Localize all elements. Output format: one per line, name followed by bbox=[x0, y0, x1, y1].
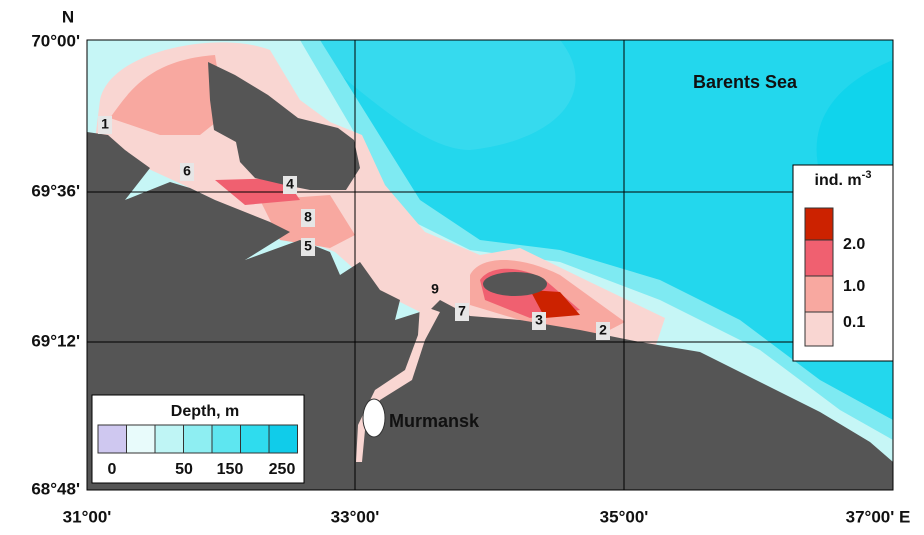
depth-swatch bbox=[211, 424, 241, 454]
station-label: 2 bbox=[599, 322, 607, 338]
murmansk-marker bbox=[362, 398, 386, 438]
stations: 1 2 3 4 5 6 7 8 9 bbox=[98, 116, 610, 340]
legend-label: 50 bbox=[175, 461, 193, 478]
depth-swatches bbox=[97, 424, 298, 454]
depth-swatch bbox=[97, 424, 127, 454]
sea-label: Barents Sea bbox=[693, 72, 798, 92]
station-label: 7 bbox=[458, 303, 466, 319]
abundance-legend: ind. m-3 2.0 1.0 0.1 bbox=[792, 164, 894, 362]
legend-swatch bbox=[804, 275, 834, 313]
lon-label: 35°00' bbox=[600, 507, 649, 526]
station-box bbox=[596, 322, 610, 340]
legend-label: 250 bbox=[269, 461, 296, 478]
depth-swatch bbox=[268, 424, 298, 454]
lat-label: 70°00' bbox=[31, 31, 80, 50]
legend-label: 0.1 bbox=[843, 314, 865, 331]
legend-title-text: ind. m bbox=[815, 172, 862, 189]
station-label: 3 bbox=[535, 312, 543, 328]
legend-swatch bbox=[804, 207, 834, 241]
peninsula bbox=[208, 62, 360, 190]
zone-mid bbox=[110, 55, 225, 135]
station-box bbox=[98, 116, 112, 134]
graticule bbox=[87, 40, 893, 490]
depth-swatch bbox=[240, 424, 270, 454]
station-label: 4 bbox=[286, 176, 294, 192]
station-label: 8 bbox=[304, 209, 312, 225]
legend-swatch bbox=[804, 311, 834, 347]
legend-title: ind. m-3 bbox=[815, 169, 872, 189]
north-label: N bbox=[62, 7, 74, 26]
station-label: 6 bbox=[183, 163, 191, 179]
legend-label: 1.0 bbox=[843, 278, 865, 295]
station-label: 9 bbox=[431, 281, 439, 297]
lon-label: 31°00' bbox=[63, 507, 112, 526]
kola-bay bbox=[356, 305, 440, 462]
lat-label: 69°36' bbox=[31, 181, 80, 200]
zone-max bbox=[530, 290, 580, 318]
depth-swatch bbox=[183, 424, 213, 454]
legend-label: 2.0 bbox=[843, 236, 865, 253]
station-box bbox=[301, 209, 315, 227]
island bbox=[483, 272, 547, 296]
station-box bbox=[301, 238, 315, 256]
station-box bbox=[532, 312, 546, 330]
lat-label: 68°48' bbox=[31, 479, 80, 498]
station-label: 5 bbox=[304, 238, 312, 254]
legend-title-exponent: -3 bbox=[862, 169, 872, 181]
lon-label: 33°00' bbox=[331, 507, 380, 526]
station-box bbox=[283, 176, 297, 194]
city-label: Murmansk bbox=[389, 411, 480, 431]
lat-label: 69°12' bbox=[31, 331, 80, 350]
legend-label: 150 bbox=[217, 461, 244, 478]
station-box bbox=[455, 303, 469, 321]
lon-label: 37°00' E bbox=[846, 507, 911, 526]
legend-label: 0 bbox=[108, 461, 117, 478]
station-box bbox=[180, 163, 194, 181]
depth-legend: Depth, m 0 50 150 250 bbox=[91, 394, 305, 484]
legend-title: Depth, m bbox=[171, 403, 239, 420]
depth-swatch bbox=[126, 424, 156, 454]
station-label: 1 bbox=[101, 116, 109, 132]
depth-swatch bbox=[154, 424, 184, 454]
legend-swatch bbox=[804, 239, 834, 277]
